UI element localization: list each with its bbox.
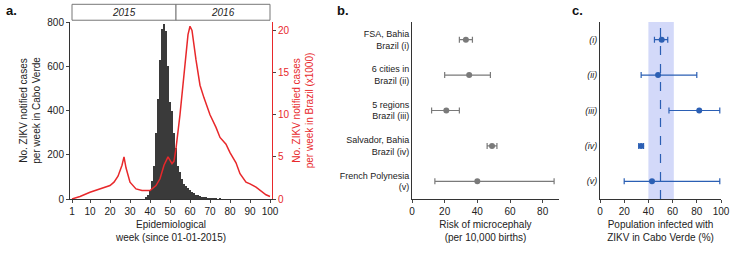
- svg-text:40: 40: [643, 206, 655, 217]
- svg-text:No. ZIKV notified casesper wee: No. ZIKV notified casesper week in Brazi…: [291, 53, 315, 169]
- svg-text:30: 30: [124, 206, 136, 217]
- svg-text:0: 0: [597, 206, 603, 217]
- svg-text:Population infected withZIKV i: Population infected withZIKV in Cabo Ver…: [607, 219, 714, 243]
- svg-text:10: 10: [84, 206, 96, 217]
- svg-text:2016: 2016: [211, 7, 235, 18]
- svg-text:Risk of microcephaly(per 10,00: Risk of microcephaly(per 10,000 births): [439, 219, 531, 243]
- svg-text:FSA, BahiaBrazil (i): FSA, BahiaBrazil (i): [364, 29, 410, 51]
- svg-text:60: 60: [667, 206, 679, 217]
- svg-text:80: 80: [537, 206, 549, 217]
- svg-text:40: 40: [472, 206, 484, 217]
- svg-text:(iii): (iii): [585, 106, 597, 116]
- svg-text:600: 600: [47, 61, 64, 72]
- svg-text:20: 20: [278, 25, 290, 36]
- svg-text:(ii): (ii): [587, 70, 597, 80]
- svg-text:80: 80: [224, 206, 236, 217]
- svg-text:(iv): (iv): [585, 141, 598, 151]
- svg-text:b.: b.: [337, 3, 349, 18]
- svg-text:10: 10: [278, 109, 290, 120]
- svg-text:Salvador, BahiaBrazil (iv): Salvador, BahiaBrazil (iv): [346, 135, 409, 157]
- svg-text:60: 60: [504, 206, 516, 217]
- svg-text:5: 5: [278, 151, 284, 162]
- svg-text:Epidemiologicalweek (since 01-: Epidemiologicalweek (since 01-01-2015): [115, 219, 226, 243]
- svg-text:40: 40: [144, 206, 156, 217]
- svg-text:800: 800: [47, 17, 64, 28]
- svg-text:No. ZIKV notified casesper wee: No. ZIKV notified casesper week in Cabo …: [18, 57, 42, 164]
- svg-text:50: 50: [164, 206, 176, 217]
- svg-text:6 cities inBrazil (ii): 6 cities inBrazil (ii): [372, 64, 410, 86]
- svg-text:0: 0: [58, 194, 64, 205]
- svg-text:1: 1: [69, 206, 75, 217]
- svg-text:20: 20: [104, 206, 116, 217]
- svg-text:100: 100: [713, 206, 730, 217]
- svg-text:20: 20: [439, 206, 451, 217]
- svg-text:0: 0: [278, 194, 284, 205]
- svg-text:60: 60: [184, 206, 196, 217]
- svg-text:70: 70: [204, 206, 216, 217]
- svg-text:(v): (v): [587, 176, 598, 186]
- svg-text:(i): (i): [589, 35, 597, 45]
- svg-text:100: 100: [262, 206, 279, 217]
- svg-text:0: 0: [409, 206, 415, 217]
- svg-text:5 regionsBrazil (iii): 5 regionsBrazil (iii): [372, 100, 410, 122]
- svg-text:French Polynesia(v): French Polynesia(v): [340, 171, 410, 193]
- svg-text:c.: c.: [572, 3, 583, 18]
- svg-text:80: 80: [691, 206, 703, 217]
- svg-text:200: 200: [47, 149, 64, 160]
- svg-text:400: 400: [47, 105, 64, 116]
- svg-text:a.: a.: [6, 3, 17, 18]
- svg-text:2015: 2015: [112, 7, 136, 18]
- svg-text:15: 15: [278, 67, 290, 78]
- svg-text:90: 90: [244, 206, 256, 217]
- svg-text:20: 20: [619, 206, 631, 217]
